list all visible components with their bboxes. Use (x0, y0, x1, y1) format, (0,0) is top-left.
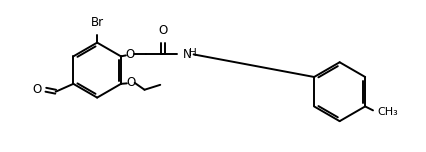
Text: O: O (33, 83, 42, 96)
Text: H: H (189, 48, 196, 58)
Text: O: O (158, 24, 168, 37)
Text: CH₃: CH₃ (377, 107, 398, 117)
Text: O: O (126, 76, 135, 89)
Text: N: N (183, 48, 192, 61)
Text: Br: Br (91, 16, 104, 29)
Text: O: O (125, 48, 135, 61)
